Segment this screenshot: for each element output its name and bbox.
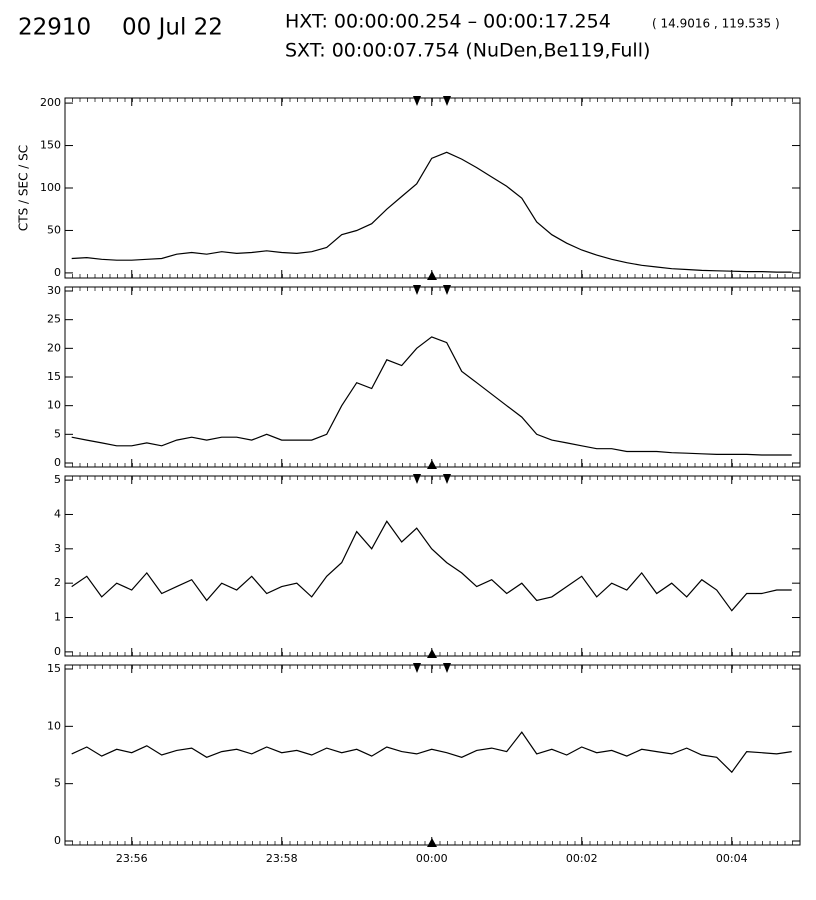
y-tick-label: 5 [54,427,61,440]
panel-frame [64,286,801,468]
time-marker [413,474,421,484]
y-tick-label: 1 [54,611,61,624]
y-tick-label: 0 [54,834,61,847]
y-tick-label: 0 [54,456,61,469]
y-tick-label: 200 [40,96,61,109]
observation-id: 22910 [18,15,91,41]
y-tick-label: 150 [40,139,61,152]
hxt-interval: HXT: 00:00:00.254 – 00:00:17.254 [285,11,611,33]
y-tick-label: 25 [47,313,61,326]
y-tick-label: 0 [54,266,61,279]
y-tick-label: 4 [54,507,61,520]
y-tick-label: 30 [47,284,61,297]
y-tick-label: 20 [47,341,61,354]
x-tick-label: 23:58 [266,852,298,865]
x-tick-label: 00:00 [416,852,448,865]
y-axis-label: CTS / SEC / SC [17,145,31,231]
observation-date: 00 Jul 22 [122,15,223,41]
time-marker [413,96,421,106]
sxt-info: SXT: 00:00:07.754 (NuDen,Be119,Full) [285,40,650,62]
time-marker [427,460,437,469]
panel-frame [64,664,801,846]
time-marker [413,663,421,673]
panel-frame [64,97,801,279]
time-marker [443,474,451,484]
x-tick-label: 00:02 [566,852,598,865]
y-tick-label: 100 [40,181,61,194]
time-marker [443,663,451,673]
x-tick-label: 00:04 [716,852,748,865]
y-tick-label: 2 [54,576,61,589]
y-tick-label: 15 [47,370,61,383]
time-marker [427,649,437,658]
x-tick-label: 23:56 [116,852,148,865]
y-tick-label: 3 [54,542,61,555]
panel-frame [64,475,801,657]
light-curve [71,336,792,456]
y-tick-label: 10 [47,399,61,412]
time-marker [427,271,437,280]
time-marker [427,838,437,847]
y-tick-label: 15 [47,662,61,675]
light-curve [71,731,792,774]
time-marker [443,285,451,295]
coordinates: ( 14.9016 , 119.535 ) [652,17,780,31]
y-tick-label: 5 [54,473,61,486]
y-tick-label: 50 [47,223,61,236]
time-marker [443,96,451,106]
y-tick-label: 10 [47,719,61,732]
y-tick-label: 5 [54,777,61,790]
light-curve [71,151,792,273]
light-curve [71,520,792,612]
time-marker [413,285,421,295]
y-tick-label: 0 [54,645,61,658]
